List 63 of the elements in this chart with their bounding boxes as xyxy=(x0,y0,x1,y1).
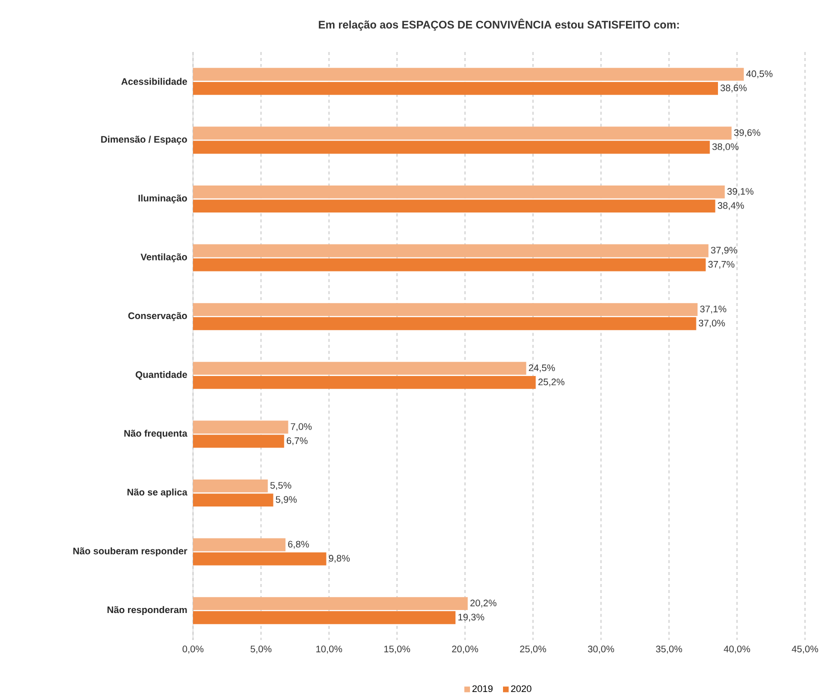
x-tick-label: 5,0% xyxy=(250,646,272,654)
bar xyxy=(193,611,456,624)
bar xyxy=(193,82,718,95)
data-label: 24,5% xyxy=(528,364,555,372)
bar xyxy=(193,200,716,213)
bar xyxy=(193,479,268,492)
bar xyxy=(193,303,698,316)
bar xyxy=(193,538,286,552)
bar xyxy=(193,140,710,154)
y-tick-label: Acessibilidade xyxy=(121,78,188,85)
data-label: 37,9% xyxy=(711,246,738,255)
legend-label: 2019 xyxy=(472,685,493,692)
x-tick-label: 30,0% xyxy=(588,646,614,654)
y-tick-label: Dimensão / Espaço xyxy=(101,136,187,145)
data-label: 37,0% xyxy=(698,320,725,328)
y-tick-label: Conservação xyxy=(128,312,187,321)
bar xyxy=(193,376,536,389)
x-tick-label: 35,0% xyxy=(656,646,682,654)
bar xyxy=(193,317,696,330)
bar xyxy=(193,434,284,448)
bar xyxy=(193,126,732,140)
bar xyxy=(193,494,274,507)
y-tick-label: Iluminação xyxy=(138,194,187,204)
data-label: 5,5% xyxy=(270,482,292,490)
data-label: 38,6% xyxy=(720,84,747,92)
bar xyxy=(193,420,288,434)
x-tick-label: 0,0% xyxy=(182,646,204,654)
data-label: 39,6% xyxy=(734,129,760,138)
y-tick-label: Não responderam xyxy=(108,606,187,616)
x-tick-label: 25,0% xyxy=(520,646,546,654)
bar xyxy=(193,362,526,375)
data-label: 40,5% xyxy=(746,70,772,78)
data-label: 38,4% xyxy=(718,202,744,210)
bar xyxy=(193,258,706,272)
bar xyxy=(193,597,468,610)
y-tick-label: Quantidade xyxy=(136,371,188,380)
y-tick-label: Não frequenta xyxy=(124,430,188,439)
data-label: 5,9% xyxy=(276,496,297,504)
data-label: 25,2% xyxy=(538,378,564,386)
bar xyxy=(193,68,744,81)
data-label: 39,1% xyxy=(727,188,754,196)
x-tick-label: 10,0% xyxy=(316,646,342,654)
y-tick-label: Não se aplica xyxy=(128,488,188,498)
data-label: 19,3% xyxy=(458,614,484,622)
y-tick-label: Ventilação xyxy=(140,253,187,262)
x-tick-label: 45,0% xyxy=(792,646,818,654)
x-tick-label: 20,0% xyxy=(452,646,478,654)
y-tick-label: Não souberam responder xyxy=(73,547,188,556)
data-label: 6,7% xyxy=(286,437,308,446)
x-tick-label: 15,0% xyxy=(384,646,410,654)
data-label: 7,0% xyxy=(290,423,312,432)
data-label: 38,0% xyxy=(712,143,738,152)
bar xyxy=(193,552,326,566)
data-label: 20,2% xyxy=(470,600,496,608)
chart-title: Em relação aos ESPAÇOS DE CONVIVÊNCIA estou SATISFEITO com: xyxy=(318,18,679,31)
legend-label: 2020 xyxy=(511,685,532,692)
bar xyxy=(193,244,708,258)
data-label: 37,1% xyxy=(700,306,726,314)
x-tick-label: 40,0% xyxy=(724,646,750,654)
bar xyxy=(193,185,725,198)
data-label: 6,8% xyxy=(288,540,309,549)
data-label: 9,8% xyxy=(328,554,350,563)
data-label: 37,7% xyxy=(708,260,734,269)
